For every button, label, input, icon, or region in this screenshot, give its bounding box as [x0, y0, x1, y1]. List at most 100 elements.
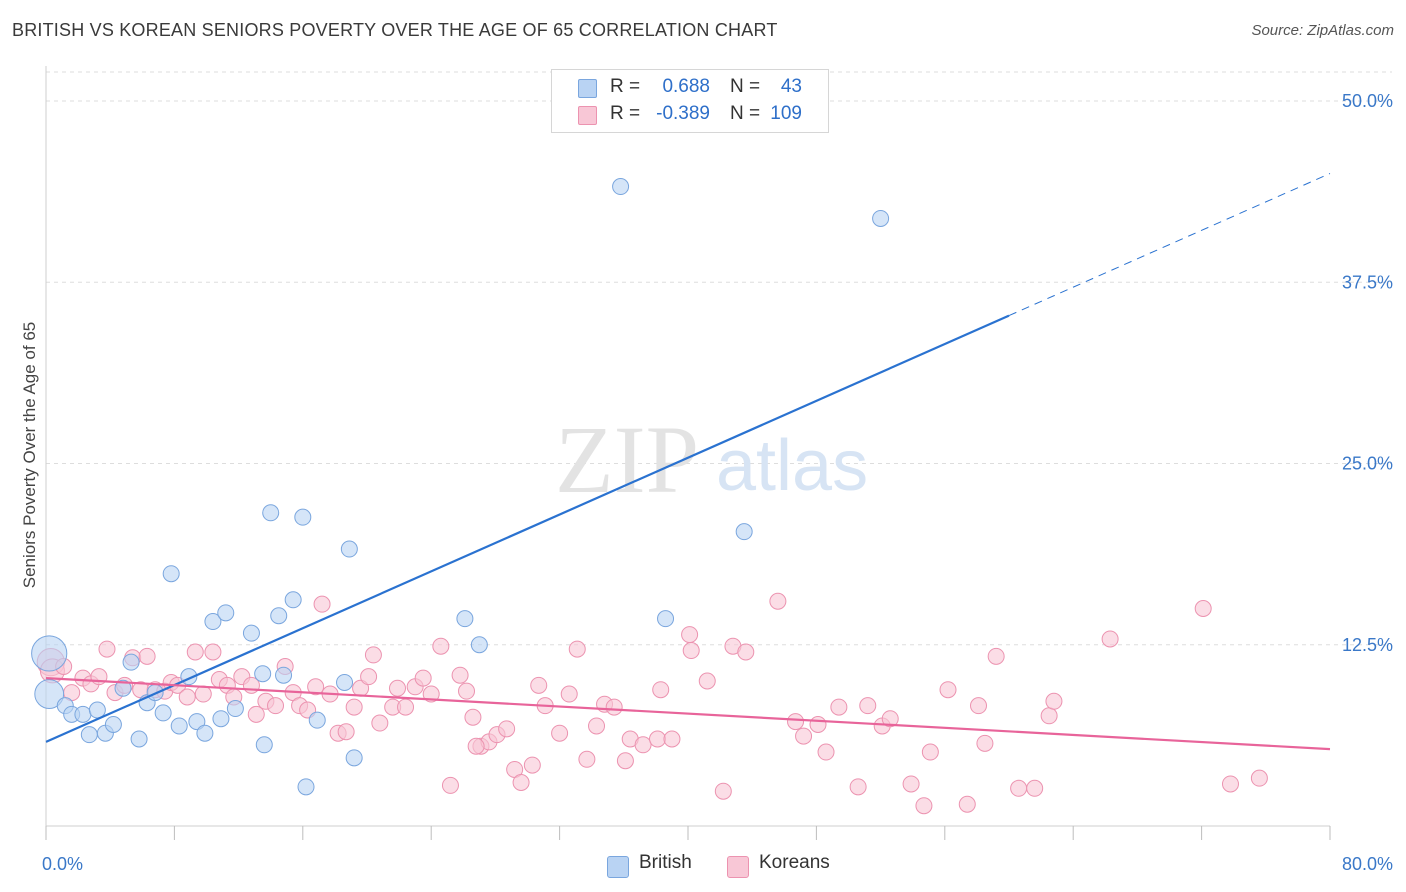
british-trend-extension: [1008, 173, 1331, 317]
british-point: [188, 713, 206, 731]
british-point: [254, 665, 272, 683]
watermark-atlas: atlas: [716, 426, 868, 506]
source-label: Source: ZipAtlas.com: [1251, 22, 1394, 39]
koreans-n-value: 109: [770, 103, 802, 124]
british-point: [340, 540, 358, 558]
korean-point: [414, 669, 432, 687]
korean-point: [787, 713, 805, 731]
british-point: [336, 673, 354, 691]
korean-point: [698, 672, 716, 690]
koreans-swatch: [578, 106, 597, 125]
stats-legend: R = 0.688 N = 43 R = -0.389 N = 109: [551, 69, 829, 133]
legend-row-koreans: R = -0.389 N = 109: [552, 102, 828, 128]
x-tick-label-max: 80.0%: [1342, 854, 1393, 874]
british-point: [104, 716, 122, 733]
british-point: [735, 523, 753, 541]
korean-point: [1101, 630, 1119, 648]
trend-lines: [45, 173, 1331, 751]
korean-point: [530, 676, 548, 694]
korean-point: [649, 730, 667, 748]
korean-point: [830, 698, 848, 716]
y-tick-label: 37.5%: [1342, 272, 1393, 292]
korean-point: [138, 647, 156, 665]
tick-labels: 12.5% 25.0% 37.5% 50.0% 0.0% 80.0%: [42, 91, 1393, 874]
korean-point: [498, 720, 516, 738]
korean-point: [523, 756, 541, 774]
korean-point: [652, 681, 670, 699]
bottom-koreans-swatch: [727, 856, 749, 878]
british-point: [31, 635, 68, 672]
korean-trend-line: [45, 677, 1331, 751]
korean-point: [364, 646, 382, 664]
british-point: [162, 565, 180, 583]
bottom-koreans-label: Koreans: [759, 852, 830, 873]
korean-point: [1010, 779, 1028, 797]
british-point: [34, 679, 65, 709]
korean-point: [1026, 779, 1044, 797]
korean-point: [451, 666, 469, 684]
koreans-r-label: R =: [610, 103, 641, 124]
korean-point: [568, 640, 586, 658]
korean-point: [397, 698, 415, 716]
korean-point: [958, 795, 976, 813]
y-tick-label: 50.0%: [1342, 91, 1393, 111]
grid-lines: [46, 71, 1392, 646]
korean-point: [194, 685, 212, 703]
british-point: [657, 610, 675, 628]
korean-point: [921, 743, 939, 761]
british-r-label: R =: [610, 76, 641, 97]
korean-point: [881, 710, 899, 728]
korean-point: [663, 730, 681, 748]
british-point: [872, 209, 890, 227]
korean-point: [467, 737, 485, 755]
korean-point: [1045, 692, 1063, 710]
korean-point: [714, 782, 732, 800]
british-point: [297, 778, 315, 796]
y-tick-label: 25.0%: [1342, 454, 1393, 474]
british-n-value: 43: [780, 76, 802, 97]
british-trend-line: [45, 314, 1010, 743]
korean-point: [634, 736, 652, 754]
british-point: [612, 178, 630, 196]
british-point: [294, 508, 312, 526]
korean-point: [178, 688, 196, 706]
british-point: [226, 700, 244, 718]
korean-point: [422, 685, 440, 703]
korean-point: [551, 724, 569, 742]
korean-point: [769, 592, 787, 610]
british-point: [345, 749, 363, 767]
korean-point: [902, 775, 920, 793]
british-point: [170, 717, 188, 735]
british-point: [130, 730, 148, 748]
british-point: [212, 710, 230, 728]
british-points: [31, 178, 890, 796]
british-point: [196, 724, 214, 742]
korean-point: [939, 681, 957, 699]
korean-point: [737, 643, 755, 661]
korean-points: [36, 592, 1268, 815]
korean-point: [817, 743, 835, 761]
korean-point: [441, 776, 459, 794]
korean-point: [186, 643, 204, 661]
korean-point: [267, 697, 285, 715]
korean-point: [605, 698, 623, 716]
korean-point: [588, 717, 606, 735]
bottom-british-label: British: [639, 852, 692, 873]
korean-point: [578, 750, 596, 768]
british-r-value: 0.688: [662, 76, 710, 97]
british-point: [114, 679, 132, 697]
korean-point: [307, 678, 325, 696]
korean-point: [795, 727, 813, 745]
british-point: [308, 711, 326, 729]
british-n-label: N =: [730, 76, 761, 97]
british-point: [122, 653, 140, 671]
korean-point: [809, 716, 827, 733]
british-swatch: [578, 79, 597, 98]
korean-point: [1250, 769, 1268, 787]
british-point: [204, 613, 222, 631]
british-point: [262, 504, 280, 522]
korean-point: [371, 714, 389, 732]
korean-point: [247, 705, 265, 723]
british-point: [284, 591, 302, 609]
british-point: [456, 610, 474, 628]
